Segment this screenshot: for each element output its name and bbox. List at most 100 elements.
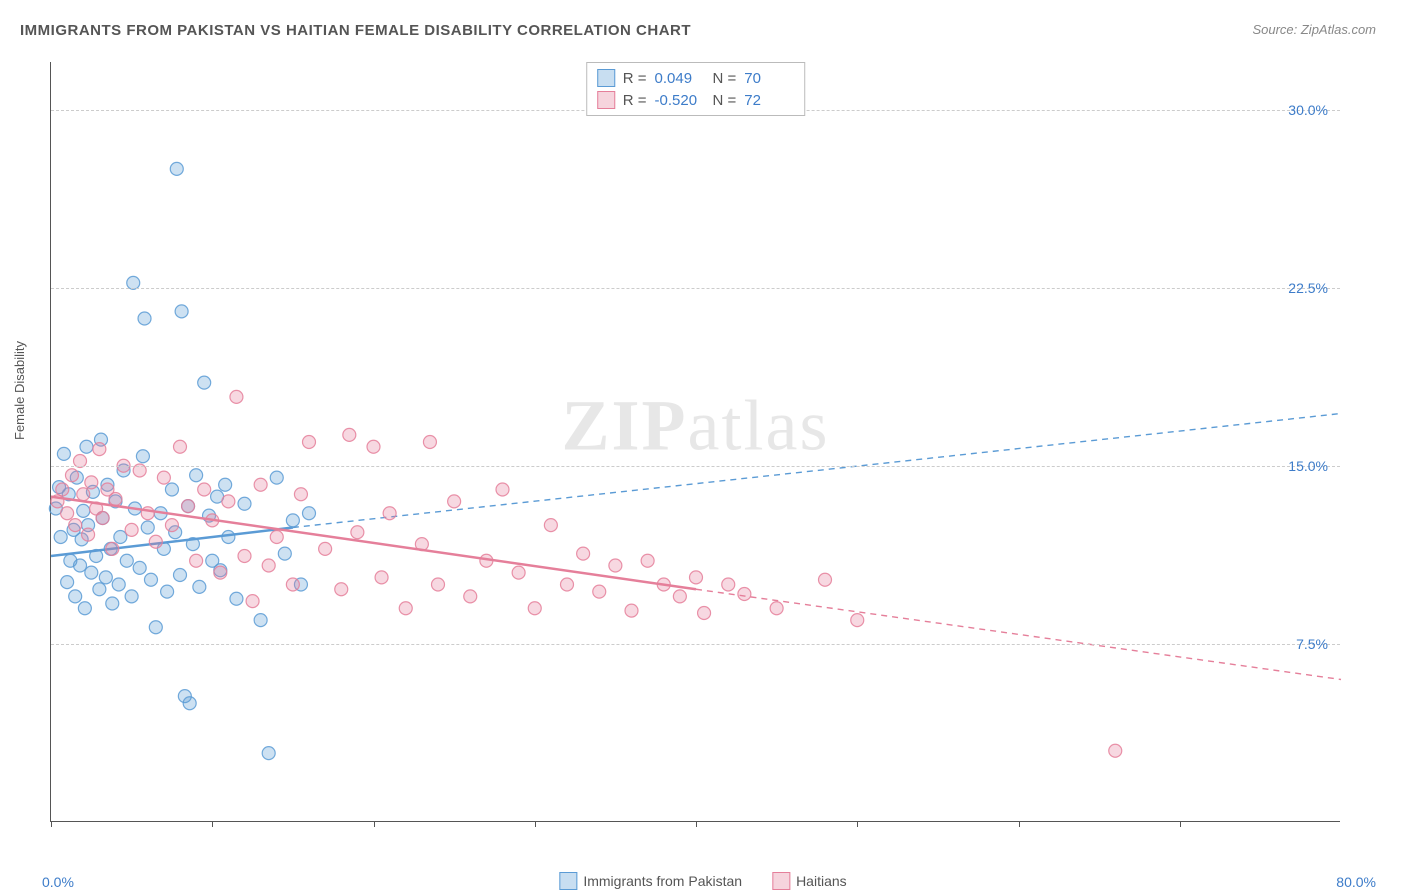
scatter-point (496, 483, 509, 496)
scatter-point (65, 469, 78, 482)
n-label-0: N = (713, 70, 737, 87)
scatter-point (149, 535, 162, 548)
y-axis-title: Female Disability (12, 341, 27, 440)
scatter-point (149, 621, 162, 634)
scatter-point (175, 305, 188, 318)
scatter-point (222, 495, 235, 508)
scatter-point (625, 604, 638, 617)
scatter-point (61, 576, 74, 589)
x-tick (51, 821, 52, 827)
scatter-point (157, 471, 170, 484)
legend-label-1: Haitians (796, 873, 847, 889)
scatter-point (1109, 744, 1122, 757)
scatter-point (303, 436, 316, 449)
scatter-point (270, 471, 283, 484)
scatter-point (85, 566, 98, 579)
scatter-point (383, 507, 396, 520)
scatter-point (54, 531, 67, 544)
scatter-point (351, 526, 364, 539)
scatter-point (165, 483, 178, 496)
y-tick-label: 7.5% (1296, 636, 1328, 652)
scatter-point (343, 428, 356, 441)
scatter-point (99, 571, 112, 584)
scatter-point (432, 578, 445, 591)
r-value-1: -0.520 (655, 92, 705, 109)
scatter-point (294, 488, 307, 501)
x-axis-max-label: 80.0% (1336, 874, 1376, 890)
gridline-h (51, 288, 1340, 289)
scatter-point (96, 512, 109, 525)
scatter-point (819, 573, 832, 586)
scatter-point (114, 531, 127, 544)
scatter-point (230, 390, 243, 403)
scatter-point (112, 578, 125, 591)
scatter-point (125, 523, 138, 536)
scatter-svg (51, 62, 1340, 821)
scatter-point (335, 583, 348, 596)
trend-line-dashed (293, 414, 1341, 528)
scatter-point (106, 542, 119, 555)
n-label-1: N = (713, 92, 737, 109)
scatter-point (57, 447, 70, 460)
scatter-point (190, 554, 203, 567)
source-label: Source: ZipAtlas.com (1252, 22, 1376, 37)
scatter-point (56, 483, 69, 496)
chart-title: IMMIGRANTS FROM PAKISTAN VS HAITIAN FEMA… (20, 22, 691, 39)
scatter-point (138, 312, 151, 325)
scatter-point (165, 519, 178, 532)
scatter-point (770, 602, 783, 615)
legend-swatch-1 (772, 872, 790, 890)
scatter-point (170, 162, 183, 175)
scatter-point (193, 580, 206, 593)
scatter-point (85, 476, 98, 489)
scatter-point (238, 497, 251, 510)
scatter-point (593, 585, 606, 598)
scatter-point (286, 578, 299, 591)
scatter-point (278, 547, 291, 560)
scatter-point (448, 495, 461, 508)
scatter-point (125, 590, 138, 603)
scatter-point (144, 573, 157, 586)
scatter-point (80, 440, 93, 453)
scatter-point (690, 571, 703, 584)
scatter-point (183, 697, 196, 710)
x-tick (212, 821, 213, 827)
stats-row-series-0: R = 0.049 N = 70 (597, 67, 795, 89)
bottom-legend: Immigrants from Pakistan Haitians (559, 872, 846, 890)
scatter-point (133, 561, 146, 574)
x-tick (696, 821, 697, 827)
x-tick (1180, 821, 1181, 827)
scatter-point (141, 521, 154, 534)
scatter-point (399, 602, 412, 615)
scatter-point (464, 590, 477, 603)
scatter-point (120, 554, 133, 567)
scatter-point (722, 578, 735, 591)
scatter-point (698, 607, 711, 620)
legend-item-1: Haitians (772, 872, 847, 890)
y-tick-label: 30.0% (1288, 102, 1328, 118)
scatter-point (641, 554, 654, 567)
scatter-point (182, 500, 195, 513)
swatch-series-0 (597, 69, 615, 87)
scatter-point (577, 547, 590, 560)
scatter-point (851, 614, 864, 627)
x-axis-min-label: 0.0% (42, 874, 74, 890)
x-tick (374, 821, 375, 827)
scatter-point (74, 559, 87, 572)
scatter-point (270, 531, 283, 544)
r-label-1: R = (623, 92, 647, 109)
scatter-point (375, 571, 388, 584)
x-tick (857, 821, 858, 827)
scatter-point (528, 602, 541, 615)
scatter-point (161, 585, 174, 598)
scatter-point (219, 478, 232, 491)
plot-area: ZIPatlas R = 0.049 N = 70 R = -0.520 N =… (50, 62, 1340, 822)
scatter-point (109, 493, 122, 506)
scatter-point (738, 588, 751, 601)
scatter-point (561, 578, 574, 591)
scatter-point (174, 569, 187, 582)
scatter-point (69, 590, 82, 603)
scatter-point (190, 469, 203, 482)
y-tick-label: 22.5% (1288, 280, 1328, 296)
gridline-h (51, 644, 1340, 645)
